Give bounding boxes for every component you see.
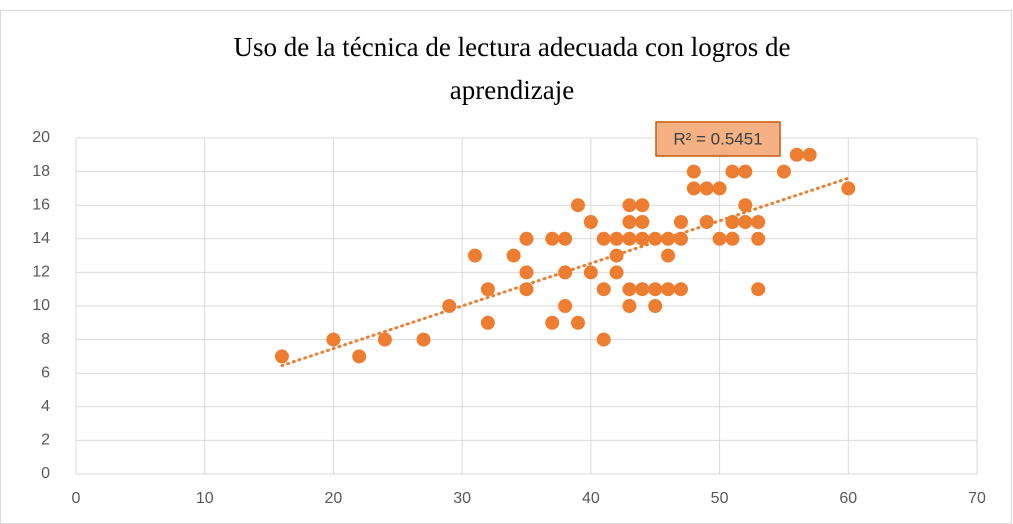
point: [789, 147, 804, 162]
point: [480, 282, 495, 297]
point: [545, 315, 560, 330]
point: [596, 332, 611, 347]
point: [609, 231, 624, 246]
y-tick-label: 10: [32, 297, 50, 314]
x-tick-label: 0: [72, 490, 81, 507]
point: [377, 332, 392, 347]
point: [738, 198, 753, 213]
x-tick-label: 60: [839, 490, 857, 507]
point: [776, 164, 791, 179]
point: [673, 215, 688, 229]
point: [558, 265, 573, 280]
chart-title: Uso de la técnica de lectura adecuada co…: [234, 32, 791, 62]
point: [725, 164, 740, 179]
trendline: [280, 176, 850, 368]
point: [622, 198, 637, 213]
point: [673, 282, 688, 297]
point: [802, 147, 817, 162]
point: [648, 282, 663, 297]
point: [583, 215, 598, 229]
point: [570, 315, 585, 330]
point: [558, 231, 573, 246]
point: [712, 181, 727, 196]
point: [738, 215, 753, 229]
y-tick-label: 18: [32, 163, 50, 180]
point: [570, 198, 585, 213]
point: [545, 231, 560, 246]
point: [635, 198, 650, 213]
point: [596, 231, 611, 246]
point: [841, 181, 856, 196]
point: [635, 282, 650, 297]
point: [622, 215, 637, 229]
point: [519, 231, 534, 246]
point: [686, 164, 701, 179]
y-tick-label: 20: [32, 129, 50, 146]
point: [725, 215, 740, 229]
point: [468, 248, 483, 263]
y-tick-label: 14: [32, 230, 50, 247]
chart-frame: [0, 10, 1012, 524]
point: [480, 315, 495, 330]
point: [583, 265, 598, 280]
y-tick-label: 2: [41, 432, 50, 449]
point: [596, 282, 611, 297]
point: [699, 181, 714, 196]
point: [519, 265, 534, 280]
point: [661, 248, 676, 263]
y-tick-label: 4: [41, 398, 50, 415]
point: [738, 164, 753, 179]
point: [648, 231, 663, 246]
point: [699, 215, 714, 229]
annotation-box: [655, 121, 781, 157]
x-tick-label: 50: [711, 490, 729, 507]
point: [673, 231, 688, 246]
y-tick-label: 16: [32, 196, 50, 213]
point: [609, 248, 624, 263]
x-tick-label: 70: [968, 490, 986, 507]
point: [609, 265, 624, 280]
point: [622, 231, 637, 246]
point: [751, 231, 766, 246]
x-tick-label: 20: [325, 490, 343, 507]
point: [416, 332, 431, 347]
point: [622, 299, 637, 313]
point: [751, 282, 766, 297]
y-tick-label: 8: [41, 331, 50, 348]
point: [661, 282, 676, 297]
point: [661, 231, 676, 246]
point: [725, 231, 740, 246]
chart-title: aprendizaje: [450, 75, 574, 105]
point: [506, 248, 521, 263]
y-tick-label: 6: [41, 364, 50, 381]
point: [635, 231, 650, 246]
point: [635, 215, 650, 229]
point: [648, 299, 663, 313]
annotation: R² = 0.5451: [673, 129, 762, 148]
point: [558, 299, 573, 313]
point: [622, 282, 637, 297]
x-tick-label: 40: [582, 490, 600, 507]
x-tick-label: 30: [453, 490, 471, 507]
y-tick-label: 12: [32, 264, 50, 281]
point: [274, 349, 289, 364]
y-tick-label: 0: [41, 465, 50, 482]
point: [686, 181, 701, 196]
point: [326, 332, 341, 347]
point: [352, 349, 367, 364]
point: [751, 215, 766, 229]
x-tick-label: 10: [196, 490, 214, 507]
point: [712, 231, 727, 246]
